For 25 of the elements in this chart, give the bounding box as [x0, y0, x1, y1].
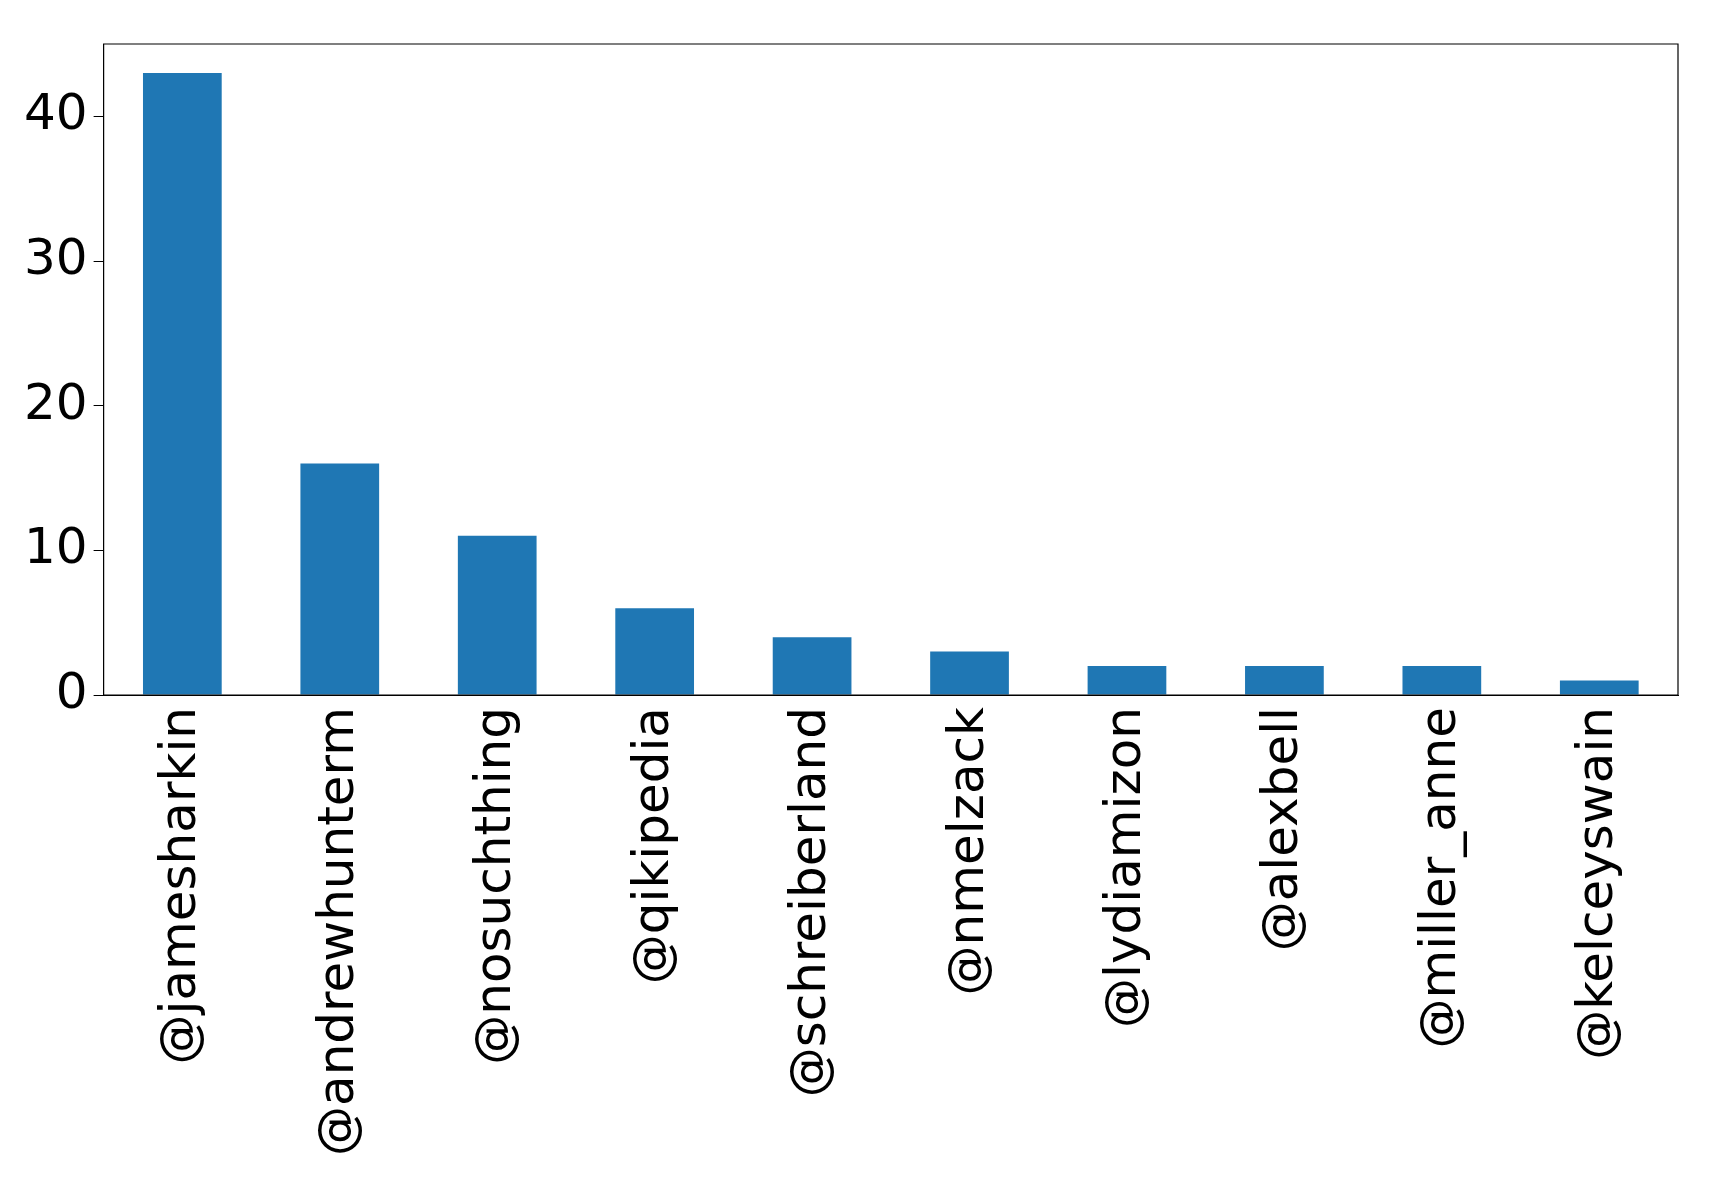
- y-tick-label: 10: [24, 517, 88, 576]
- x-tick-label: @nmelzack: [936, 706, 995, 996]
- x-tick-label: @alexbell: [1251, 707, 1310, 952]
- y-tick-label: 40: [24, 83, 88, 142]
- x-tick-label: @andrewhunterm: [306, 707, 365, 1156]
- bar: [1087, 666, 1167, 695]
- x-tick-label: @nosuchthing: [464, 707, 523, 1065]
- bar: [1245, 666, 1324, 695]
- bar: [1559, 680, 1639, 695]
- bar: [930, 651, 1009, 695]
- bar: [142, 72, 222, 695]
- y-tick-label: 30: [24, 227, 88, 286]
- x-tick-label: @qikipedia: [621, 707, 680, 985]
- bar: [772, 637, 852, 695]
- y-tick-label: 20: [24, 372, 88, 431]
- x-tick-label: @schreiberland: [779, 707, 838, 1098]
- x-tick-label: @jamesharkin: [149, 707, 208, 1065]
- bar: [1402, 666, 1482, 695]
- bar: [615, 608, 695, 695]
- bar: [300, 463, 380, 695]
- bar: [457, 535, 537, 695]
- x-tick-label: @miller_anne: [1408, 707, 1467, 1049]
- y-tick-label: 0: [55, 661, 88, 720]
- x-tick-label: @lydiamizon: [1093, 707, 1152, 1028]
- x-tick-label: @kelceyswain: [1566, 707, 1625, 1060]
